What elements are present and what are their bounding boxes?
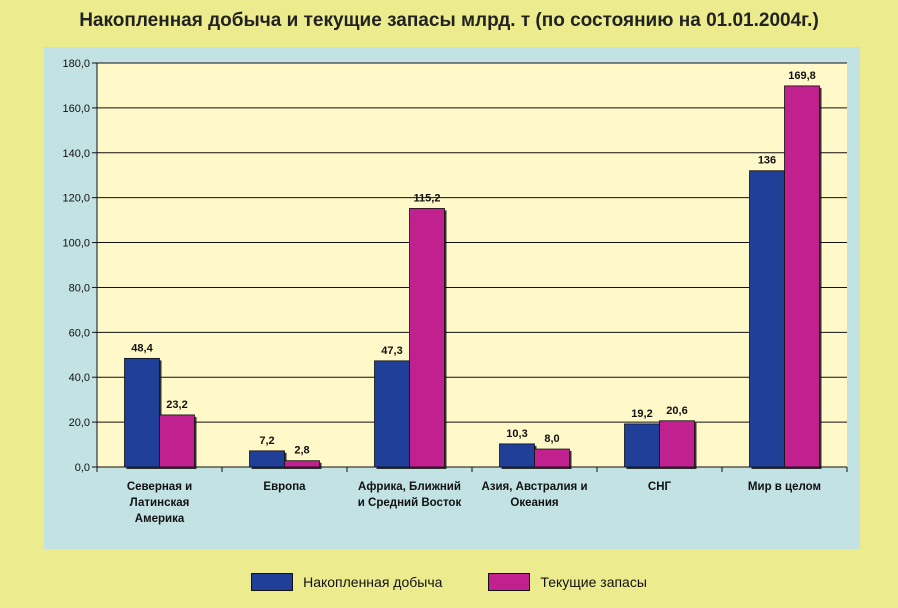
y-tick-label: 180,0 — [62, 58, 90, 70]
x-tick-label: Африка, Ближний — [358, 481, 461, 493]
data-label: 47,3 — [381, 345, 402, 357]
x-tick-label: СНГ — [648, 481, 672, 493]
bar — [409, 208, 445, 468]
bar — [784, 85, 820, 468]
data-label: 8,0 — [544, 433, 559, 445]
y-tick-label: 0,0 — [75, 462, 90, 474]
bar — [249, 450, 285, 468]
y-tick-label: 140,0 — [62, 148, 90, 160]
data-label: 136 — [758, 155, 776, 167]
data-label: 2,8 — [294, 445, 309, 457]
bar — [749, 170, 785, 468]
bar — [159, 414, 195, 468]
x-tick-label: Океания — [510, 497, 558, 509]
y-tick-label: 160,0 — [62, 103, 90, 115]
legend-swatch — [251, 573, 294, 591]
chart-panel: 0,0 20,0 40,0 60,0 80,0 100,0 120,0 140,0 160,0 1… — [44, 47, 860, 549]
legend-label: Текущие запасы — [540, 574, 647, 590]
data-label: 7,2 — [259, 435, 274, 447]
y-tick-label: 20,0 — [69, 417, 90, 429]
y-tick-label: 80,0 — [69, 282, 90, 294]
bar — [284, 460, 320, 468]
data-label: 19,2 — [631, 408, 652, 420]
bar — [534, 448, 570, 468]
x-tick-label: Европа — [263, 481, 306, 493]
data-label: 23,2 — [166, 399, 187, 411]
x-tick-label: Мир в целом — [748, 481, 821, 493]
x-tick-label: Северная и — [127, 481, 192, 493]
data-label: 169,8 — [788, 70, 816, 82]
legend-swatch — [488, 573, 531, 591]
plot-area — [97, 63, 847, 467]
y-tick-label: 100,0 — [62, 238, 90, 250]
x-tick-label: и Средний Восток — [358, 497, 462, 509]
bar-chart: 0,0 20,0 40,0 60,0 80,0 100,0 120,0 140,0 160,0 1… — [62, 58, 848, 525]
y-tick-label: 40,0 — [69, 372, 90, 384]
x-tick-label: Азия, Австралия и — [481, 481, 587, 493]
data-label: 20,6 — [666, 405, 687, 417]
y-tick-label: 120,0 — [62, 193, 90, 205]
bar — [499, 443, 535, 468]
x-tick-label: Латинская — [130, 497, 190, 509]
chart-title: Накопленная добыча и текущие запасы млрд… — [79, 10, 819, 31]
legend: Накопленная добыча Текущие запасы — [0, 570, 898, 594]
bar — [624, 423, 660, 468]
bar — [659, 420, 695, 468]
legend-label: Накопленная добыча — [303, 574, 443, 590]
x-tick-label: Америка — [135, 513, 185, 525]
data-label: 115,2 — [414, 192, 441, 204]
bar — [374, 360, 410, 468]
y-tick-label: 60,0 — [69, 327, 90, 339]
legend-item: Накопленная добыча — [251, 573, 442, 591]
bar — [124, 357, 160, 468]
data-label: 48,4 — [131, 342, 153, 354]
data-label: 10,3 — [506, 428, 527, 440]
legend-item: Текущие запасы — [488, 573, 647, 591]
